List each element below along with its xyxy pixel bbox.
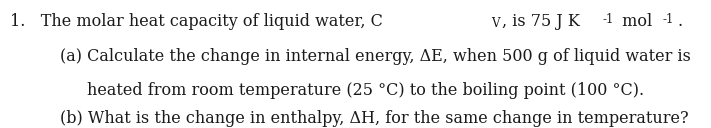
Text: (b) What is the change in enthalpy, ΔH, for the same change in temperature?: (b) What is the change in enthalpy, ΔH, … (60, 110, 689, 127)
Text: (a) Calculate the change in internal energy, ΔE, when 500 g of liquid water is: (a) Calculate the change in internal ene… (60, 48, 691, 65)
Text: , is 75 J K: , is 75 J K (502, 13, 580, 30)
Text: V: V (491, 17, 500, 30)
Text: -1: -1 (663, 13, 674, 26)
Text: heated from room temperature (25 °C) to the boiling point (100 °C).: heated from room temperature (25 °C) to … (87, 82, 644, 99)
Text: -1: -1 (602, 13, 614, 26)
Text: 1.   The molar heat capacity of liquid water, C: 1. The molar heat capacity of liquid wat… (10, 13, 383, 30)
Text: mol: mol (617, 13, 653, 30)
Text: .: . (678, 13, 683, 30)
